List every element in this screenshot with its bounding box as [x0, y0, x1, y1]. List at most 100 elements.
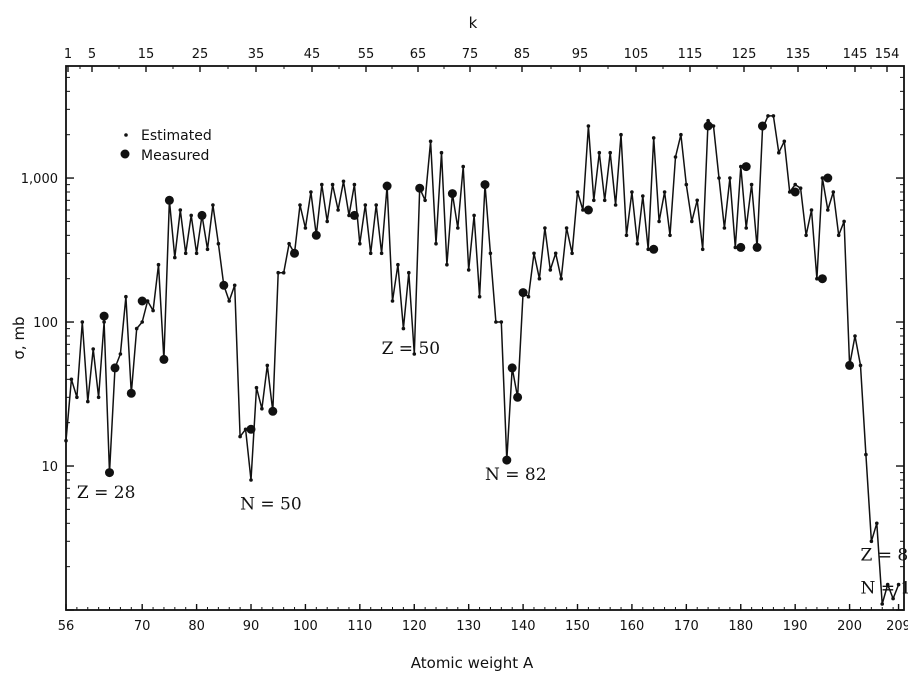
series-line-estimated: [65, 115, 900, 605]
right-axis: [896, 65, 904, 611]
x-axis-title: Atomic weight A: [411, 654, 534, 672]
point-estimated: [91, 347, 95, 351]
point-estimated: [211, 203, 215, 207]
point-measured: [311, 230, 321, 240]
point-estimated: [646, 247, 650, 252]
point-estimated: [265, 363, 270, 368]
legend-estimated-label: Estimated: [141, 128, 212, 144]
point-measured: [817, 274, 827, 284]
point-estimated: [749, 182, 754, 187]
left-axis: 10 100 1,000: [21, 65, 74, 611]
point-estimated: [831, 190, 836, 194]
top-tick-label: 65: [410, 47, 427, 62]
point-estimated: [352, 182, 357, 187]
point-estimated: [173, 255, 177, 260]
top-tick-label: 45: [304, 47, 321, 62]
legend-estimated-marker: [124, 133, 128, 137]
point-estimated: [363, 203, 368, 207]
point-estimated: [586, 124, 591, 128]
point-measured: [741, 162, 751, 172]
point-estimated: [194, 251, 199, 256]
point-estimated: [700, 247, 705, 252]
point-estimated: [826, 208, 830, 212]
point-estimated: [96, 395, 101, 400]
point-measured: [507, 363, 517, 373]
y-axis-title: σ, mb: [10, 316, 28, 359]
annotation-label: Z = 82: [861, 546, 908, 566]
series-line-group: [65, 115, 900, 605]
point-estimated: [869, 539, 874, 544]
top-tick-label: 115: [678, 47, 703, 62]
point-estimated: [564, 226, 569, 230]
point-estimated: [815, 276, 819, 281]
point-estimated: [183, 251, 188, 256]
point-estimated: [216, 241, 221, 246]
point-estimated: [809, 208, 814, 212]
x-tick-label: 80: [188, 619, 205, 634]
point-estimated: [477, 294, 482, 299]
annotation-label: Z = 28: [77, 483, 135, 503]
point-estimated: [635, 241, 640, 246]
point-estimated: [407, 270, 411, 275]
point-estimated: [401, 326, 406, 331]
point-estimated: [303, 226, 308, 230]
y-tick-label: 10: [41, 460, 58, 475]
point-estimated: [613, 203, 618, 207]
point-estimated: [80, 320, 85, 324]
point-measured: [583, 205, 593, 215]
top-axis-title: k: [469, 14, 478, 32]
point-estimated: [396, 262, 400, 267]
annotation-label: N = 82: [485, 465, 547, 485]
point-estimated: [597, 150, 602, 155]
point-estimated: [75, 395, 79, 400]
point-estimated: [798, 186, 803, 190]
point-estimated: [412, 352, 417, 356]
point-estimated: [86, 399, 90, 404]
point-measured: [480, 180, 490, 190]
legend: Estimated Measured: [120, 128, 212, 164]
top-axis: 1 5 15 25 35 45 55 65 75 85 95 105 115 125 135 145 154: [64, 47, 899, 72]
point-estimated: [733, 245, 738, 250]
point-estimated: [537, 276, 542, 281]
point-estimated: [651, 136, 656, 140]
point-estimated: [488, 251, 493, 256]
point-measured: [126, 388, 136, 398]
point-estimated: [456, 226, 460, 230]
point-estimated: [428, 139, 433, 144]
point-measured: [105, 468, 114, 478]
point-estimated: [711, 124, 716, 128]
top-tick-label: 25: [192, 47, 209, 62]
point-estimated: [657, 219, 661, 224]
point-estimated: [896, 582, 901, 587]
annotations-group: Z = 28 N = 50 Z = 50 N = 82 Z = 82 N = 126: [77, 339, 908, 599]
point-estimated: [559, 276, 563, 281]
top-tick-label: 55: [358, 47, 375, 62]
point-measured: [823, 173, 833, 183]
point-measured: [164, 195, 174, 205]
point-estimated: [804, 233, 808, 238]
point-estimated: [434, 241, 438, 246]
top-tick-label: 105: [624, 47, 649, 62]
point-estimated: [330, 182, 335, 187]
point-estimated: [744, 226, 748, 230]
x-tick-label: 130: [456, 619, 481, 634]
point-estimated: [69, 377, 74, 382]
point-measured: [268, 406, 278, 416]
point-estimated: [885, 582, 890, 587]
top-tick-label: 125: [732, 47, 757, 62]
point-estimated: [341, 179, 346, 184]
plot-frame: [65, 65, 905, 611]
point-estimated: [145, 299, 150, 303]
point-estimated: [325, 219, 330, 224]
point-estimated: [684, 182, 689, 187]
point-estimated: [64, 438, 68, 443]
point-estimated: [287, 241, 291, 246]
point-measured: [137, 296, 147, 306]
top-tick-label: 15: [138, 47, 155, 62]
point-estimated: [379, 251, 384, 256]
point-estimated: [466, 268, 471, 272]
point-estimated: [602, 198, 607, 203]
point-estimated: [260, 406, 264, 411]
point-estimated: [368, 251, 373, 256]
